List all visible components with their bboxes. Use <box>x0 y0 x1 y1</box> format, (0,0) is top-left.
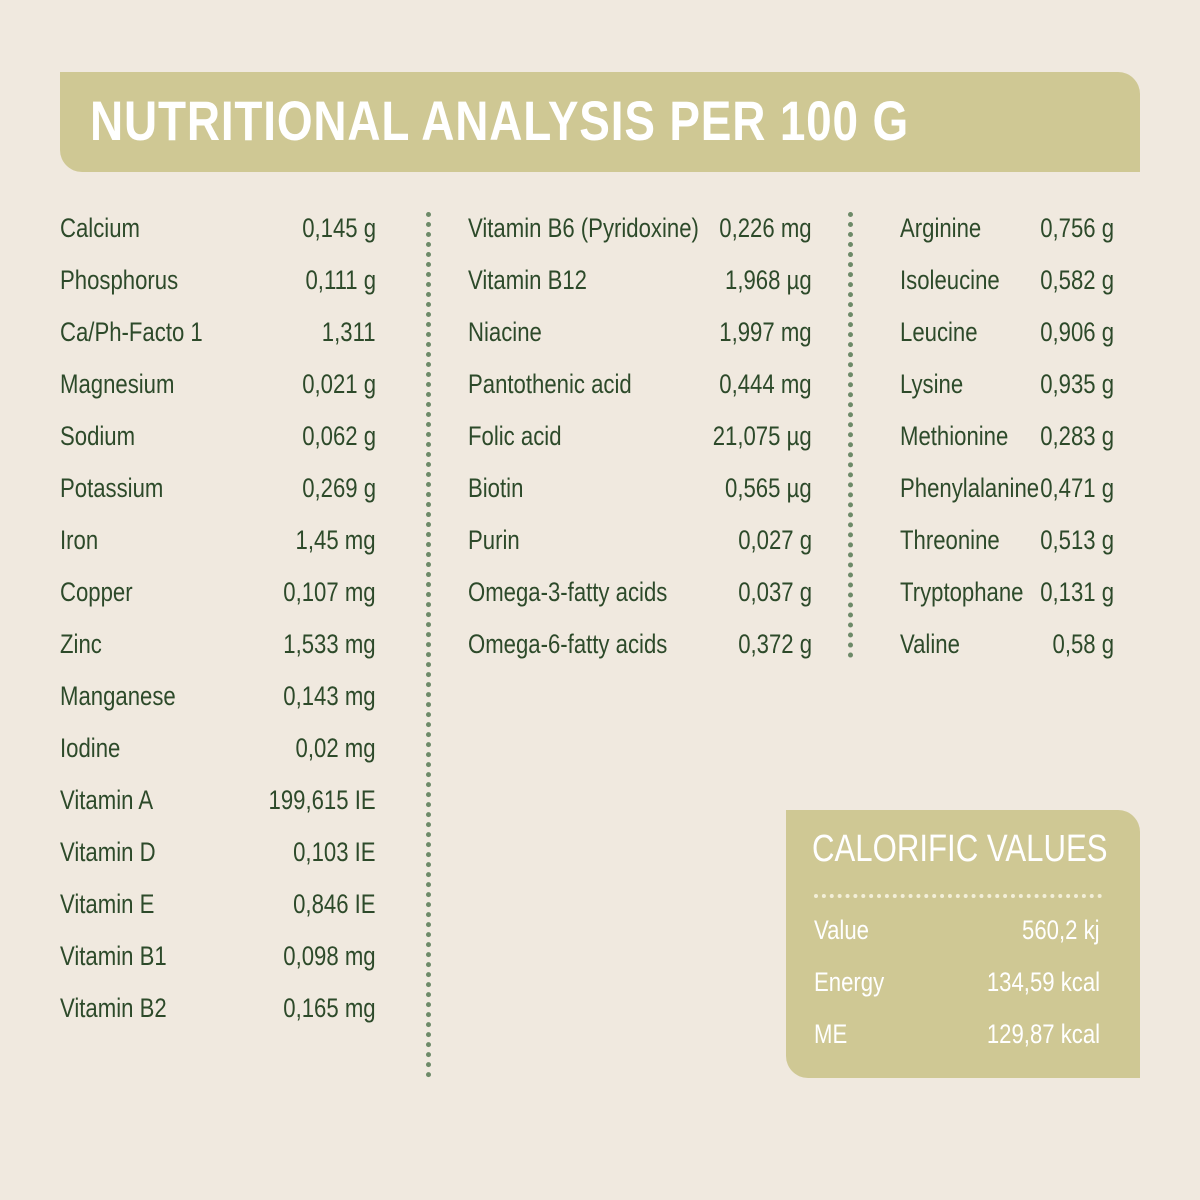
nutrient-name: Methionine <box>900 421 1009 451</box>
nutrient-value: 0,906 g <box>1040 317 1114 347</box>
nutrient-value: 0,513 g <box>1040 525 1114 555</box>
nutrient-value: 0,098 mg <box>283 941 376 971</box>
nutrient-value: 1,533 mg <box>283 629 376 659</box>
nutrient-name: Magnesium <box>60 369 175 399</box>
nutrient-value: 0,935 g <box>1040 369 1114 399</box>
nutrient-name: Purin <box>468 525 520 555</box>
nutrient-value: 0,372 g <box>738 629 812 659</box>
nutrient-value: 0,58 g <box>1052 629 1114 659</box>
nutrient-value: 199,615 IE <box>268 785 376 815</box>
nutrient-name: Valine <box>900 629 960 659</box>
calorific-value: 560,2 kj <box>1022 915 1100 945</box>
nutrient-name: Lysine <box>900 369 964 399</box>
nutrient-value: 1,311 <box>322 317 376 347</box>
nutrient-value: 0,131 g <box>1040 577 1114 607</box>
nutrient-value: 0,756 g <box>1040 213 1114 243</box>
calorific-box <box>786 810 1140 1078</box>
nutrient-name: Biotin <box>468 473 524 503</box>
nutrient-value: 0,037 g <box>738 577 812 607</box>
nutrient-name: Potassium <box>60 473 164 503</box>
nutrient-name: Vitamin A <box>60 785 154 815</box>
nutrient-value: 0,269 g <box>302 473 376 503</box>
nutrient-name: Vitamin B12 <box>468 265 587 295</box>
nutrient-name: Vitamin E <box>60 889 155 919</box>
nutrient-value: 0,444 mg <box>719 369 812 399</box>
nutrient-name: Phenylalanine <box>900 473 1040 503</box>
nutrient-name: Omega-3-fatty acids <box>468 577 668 607</box>
nutrient-value: 0,165 mg <box>283 993 376 1023</box>
nutrient-name: Omega-6-fatty acids <box>468 629 668 659</box>
nutrient-value: 0,02 mg <box>295 733 376 763</box>
nutrient-name: Tryptophane <box>900 577 1024 607</box>
nutrient-name: Niacine <box>468 317 542 347</box>
nutrient-name: Ca/Ph-Facto 1 <box>60 317 203 347</box>
nutrient-value: 0,565 µg <box>725 473 812 503</box>
nutrient-value: 0,471 g <box>1040 473 1114 503</box>
nutrient-name: Iodine <box>60 733 121 763</box>
nutrient-value: 0,582 g <box>1040 265 1114 295</box>
nutrient-name: Vitamin B6 (Pyridoxine) <box>468 213 699 243</box>
nutrient-name: Zinc <box>60 629 102 659</box>
separator <box>426 212 431 1078</box>
nutrient-name: Copper <box>60 577 133 607</box>
nutrient-value: 0,143 mg <box>283 681 376 711</box>
calorific-name: Energy <box>814 967 885 997</box>
nutrient-value: 0,846 IE <box>293 889 376 919</box>
nutrient-value: 0,021 g <box>302 369 376 399</box>
nutrient-name: Vitamin D <box>60 837 156 867</box>
nutrient-value: 0,283 g <box>1040 421 1114 451</box>
separator <box>848 212 853 658</box>
calorific-name: ME <box>814 1019 848 1049</box>
calorific-value: 134,59 kcal <box>986 967 1100 997</box>
nutrient-name: Vitamin B1 <box>60 941 167 971</box>
nutrient-value: 21,075 µg <box>713 421 812 451</box>
nutrient-name: Pantothenic acid <box>468 369 632 399</box>
nutrient-name: Vitamin B2 <box>60 993 167 1023</box>
nutrient-name: Sodium <box>60 421 136 451</box>
nutrient-name: Leucine <box>900 317 978 347</box>
nutrient-name: Calcium <box>60 213 140 243</box>
nutrient-name: Isoleucine <box>900 265 1000 295</box>
calorific-title: CALORIFIC VALUES <box>812 828 1108 870</box>
nutrient-value: 1,45 mg <box>295 525 376 555</box>
nutrient-name: Phosphorus <box>60 265 179 295</box>
nutrient-name: Iron <box>60 525 99 555</box>
nutrient-value: 0,062 g <box>302 421 376 451</box>
nutrient-value: 0,103 IE <box>293 837 376 867</box>
nutrient-name: Threonine <box>900 525 1000 555</box>
dotted-line <box>814 894 1102 898</box>
nutrient-name: Folic acid <box>468 421 562 451</box>
calorific-value: 129,87 kcal <box>986 1019 1100 1049</box>
nutrient-value: 0,226 mg <box>719 213 812 243</box>
nutrient-value: 0,145 g <box>302 213 376 243</box>
nutrient-value: 1,997 mg <box>719 317 812 347</box>
nutrient-value: 0,107 mg <box>283 577 376 607</box>
nutrient-value: 0,111 g <box>305 265 376 295</box>
nutrient-value: 0,027 g <box>738 525 812 555</box>
calorific-name: Value <box>814 915 869 945</box>
nutrient-name: Arginine <box>900 213 982 243</box>
nutrient-name: Manganese <box>60 681 176 711</box>
nutrient-value: 1,968 µg <box>725 265 812 295</box>
header-banner <box>60 72 1140 172</box>
title: NUTRITIONAL ANALYSIS PER 100 G <box>90 89 910 152</box>
